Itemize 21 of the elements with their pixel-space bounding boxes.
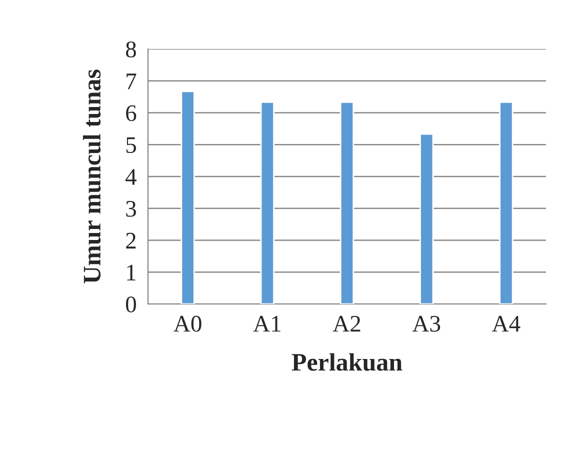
y-tick-label: 4 <box>126 169 137 185</box>
y-tick-label: 3 <box>126 200 136 217</box>
y-tick-label: 1 <box>127 264 136 280</box>
y-tick-label: 0 <box>126 296 136 312</box>
y-tick-label: 2 <box>126 232 136 248</box>
x-tick-label: A2 <box>332 316 360 332</box>
x-tick-label: A0 <box>174 316 202 332</box>
y-tick-label: 5 <box>126 137 136 154</box>
y-axis-title: Umur muncul tunas <box>82 70 101 284</box>
y-tick-label: 8 <box>126 41 136 58</box>
x-tick-label: A3 <box>412 316 440 332</box>
x-tick-label: A1 <box>253 316 280 332</box>
bar <box>180 90 195 304</box>
x-tick-label: A4 <box>492 316 520 332</box>
bar <box>340 102 354 304</box>
x-axis-title: Perlakuan <box>292 353 402 371</box>
bar <box>420 133 434 304</box>
bar <box>499 102 514 304</box>
y-tick-label: 7 <box>126 74 136 90</box>
y-tick-label: 6 <box>126 105 136 122</box>
bar <box>260 102 274 304</box>
